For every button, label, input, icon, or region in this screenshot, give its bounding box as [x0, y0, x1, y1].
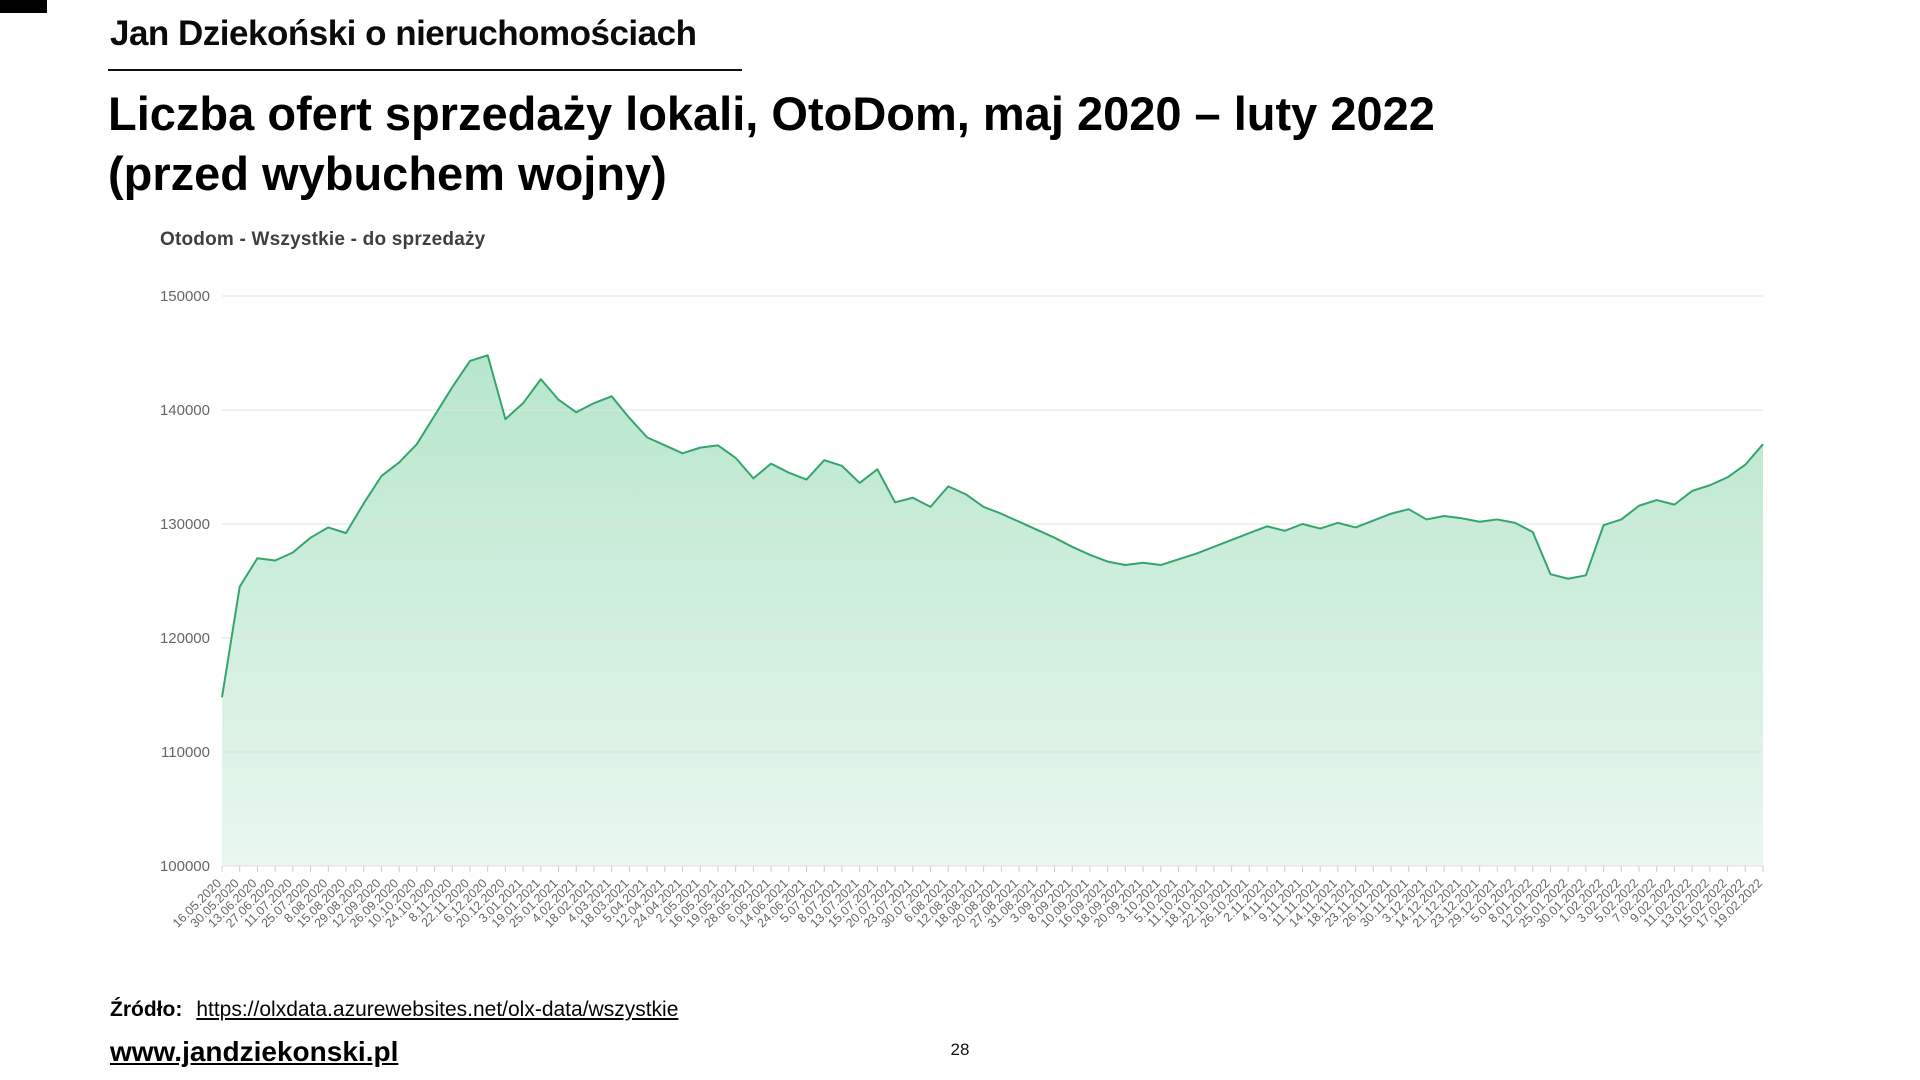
slide-title-line1: Liczba ofert sprzedaży lokali, OtoDom, m…	[108, 87, 1435, 140]
source-label: Źródło:	[110, 998, 183, 1021]
y-tick-label: 120000	[160, 630, 210, 647]
y-tick-label: 100000	[160, 858, 210, 875]
page-number: 28	[950, 1040, 970, 1059]
y-tick-label: 130000	[160, 516, 210, 533]
y-tick-label: 150000	[160, 288, 210, 305]
chart-title: Otodom - Wszystkie - do sprzedaży	[160, 229, 486, 250]
site-link: www.jandziekonski.pl	[110, 1036, 399, 1067]
corner-mark	[0, 0, 47, 13]
slide-title-line2: (przed wybuchem wojny)	[108, 146, 667, 200]
listings-area-chart: 10000011000012000013000014000015000016.0…	[160, 288, 1765, 930]
brand-underline	[108, 69, 742, 71]
source-line: Źródło: https://olxdata.azurewebsites.net…	[110, 998, 678, 1022]
area-fill	[222, 355, 1763, 866]
slide-title: Liczba ofert sprzedaży lokali, OtoDom, m…	[108, 84, 1708, 203]
brand-header: Jan Dziekoński o nieruchomościach	[110, 14, 697, 53]
source-link[interactable]: https://olxdata.azurewebsites.net/olx-da…	[196, 998, 679, 1021]
series-line	[221, 354, 1764, 698]
y-tick-label: 110000	[161, 744, 210, 761]
y-tick-label: 140000	[160, 402, 210, 419]
